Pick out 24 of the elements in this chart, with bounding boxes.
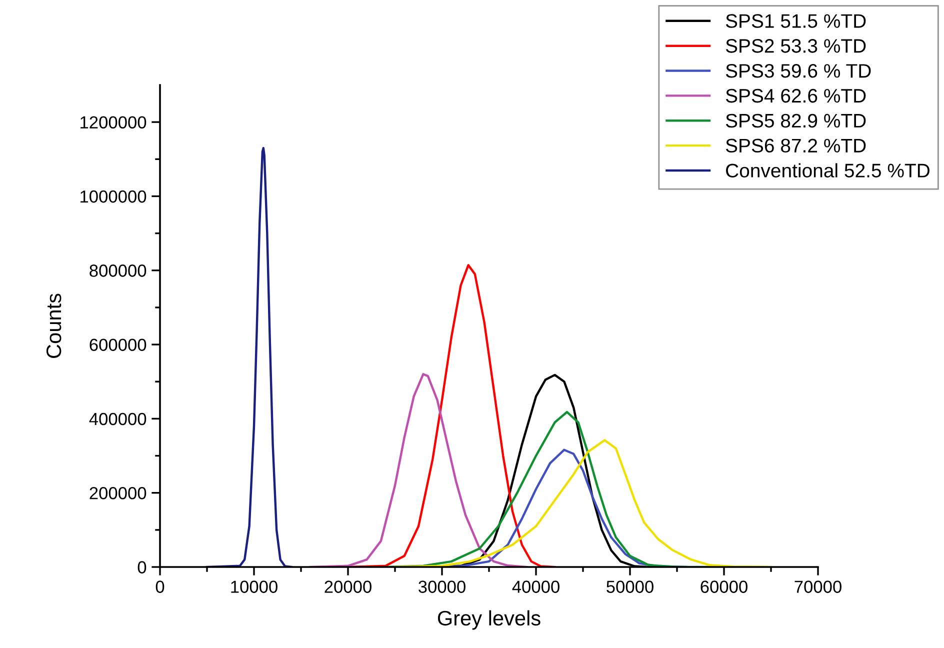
x-tick-label: 50000	[606, 580, 654, 593]
y-axis-title: Counts	[46, 294, 62, 358]
y-tick-label: 1200000	[80, 116, 146, 129]
legend-label: Conventional 52.5 %TD	[726, 163, 930, 178]
x-tick-label: 20000	[324, 580, 372, 593]
x-tick-label: 70000	[794, 580, 842, 593]
legend-label: SPS3 59.6 % TD	[726, 64, 871, 78]
x-tick-label: 30000	[418, 580, 466, 593]
x-axis-title: Grey levels	[438, 610, 540, 630]
y-tick-label: 200000	[90, 487, 146, 500]
x-tick-label: 0	[156, 580, 164, 593]
legend-label: SPS2 53.3 %TD	[726, 39, 866, 53]
legend-label: SPS1 51.5 %TD	[726, 14, 866, 28]
y-tick-label: 800000	[90, 264, 146, 277]
x-tick-label: 10000	[231, 580, 278, 593]
x-tick-label: 40000	[512, 580, 560, 593]
y-tick-label: 400000	[89, 412, 146, 426]
legend-label: SPS6 87.2 %TD	[726, 138, 866, 153]
x-tick-label: 60000	[700, 580, 748, 593]
y-tick-label: 1000000	[80, 190, 146, 203]
y-tick-label: 600000	[90, 338, 146, 351]
y-tick-label: 0	[138, 561, 146, 574]
legend-label: SPS5 82.9 %TD	[726, 114, 866, 128]
legend-label: SPS4 62.6 %TD	[726, 88, 866, 103]
